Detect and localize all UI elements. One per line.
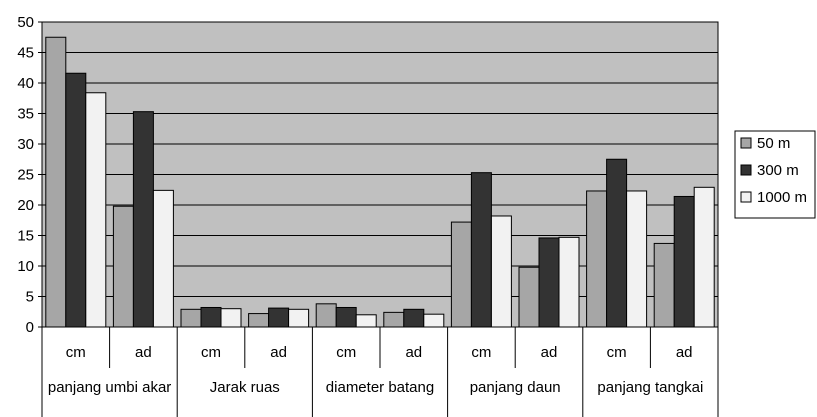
y-tick-label: 10 (17, 258, 34, 275)
bar (335, 306, 357, 328)
y-tick-label: 50 (17, 14, 34, 31)
category-label: ad (541, 344, 558, 361)
legend-swatch (740, 191, 752, 203)
y-axis: 0 5 10 15 20 25 30 35 40 45 50 (17, 14, 43, 336)
bar (693, 186, 715, 328)
y-tick-label: 40 (17, 75, 34, 92)
legend-label: 300 m (757, 162, 799, 179)
bar (315, 303, 337, 328)
group-label: panjang umbi akar (48, 379, 171, 396)
bar (673, 195, 695, 328)
category-label: cm (66, 344, 86, 361)
group-label: panjang daun (470, 379, 561, 396)
legend-label: 50 m (757, 135, 790, 152)
legend-label: 1000 m (757, 189, 807, 206)
bar (470, 172, 492, 328)
y-tick-label: 0 (26, 319, 34, 336)
bar (403, 308, 425, 328)
bar (586, 190, 608, 328)
bar (558, 236, 580, 328)
bar (355, 314, 377, 328)
bar (248, 313, 270, 328)
bar (180, 308, 202, 328)
bar (626, 190, 648, 328)
bar (200, 306, 222, 328)
category-label: ad (676, 344, 693, 361)
bar (45, 36, 67, 328)
bar (132, 111, 154, 328)
bar (518, 266, 540, 328)
bar (606, 158, 628, 328)
bars (45, 36, 715, 328)
y-tick-label: 30 (17, 136, 34, 153)
y-tick-label: 25 (17, 167, 34, 184)
category-label: cm (471, 344, 491, 361)
legend-swatch (740, 137, 752, 149)
y-tick-label: 5 (26, 289, 34, 306)
group-label: Jarak ruas (210, 379, 280, 396)
bar (450, 221, 472, 328)
y-tick-label: 15 (17, 228, 34, 245)
bar (112, 205, 134, 328)
x-axis: cm ad cm ad cm ad cm ad cm ad panjang umbi akar Jar… (41, 326, 719, 417)
category-label: cm (201, 344, 221, 361)
category-label: cm (336, 344, 356, 361)
bar (538, 237, 560, 328)
y-tick-label: 45 (17, 45, 34, 62)
group-label: diameter batang (326, 379, 434, 396)
bar (653, 242, 675, 328)
category-label: ad (135, 344, 152, 361)
bar (85, 92, 107, 328)
category-label: ad (270, 344, 287, 361)
bar (268, 307, 290, 328)
bar (220, 308, 242, 328)
bar (152, 189, 174, 328)
bar (65, 72, 87, 328)
bar (288, 308, 310, 328)
bar (423, 313, 445, 328)
legend: 50 m 300 m 1000 m (734, 130, 816, 219)
legend-swatch (740, 164, 752, 176)
bar (490, 215, 512, 328)
category-label: ad (405, 344, 422, 361)
category-label: cm (607, 344, 627, 361)
y-tick-label: 20 (17, 197, 34, 214)
bar (383, 311, 405, 328)
y-tick-label: 35 (17, 106, 34, 123)
group-label: panjang tangkai (597, 379, 703, 396)
